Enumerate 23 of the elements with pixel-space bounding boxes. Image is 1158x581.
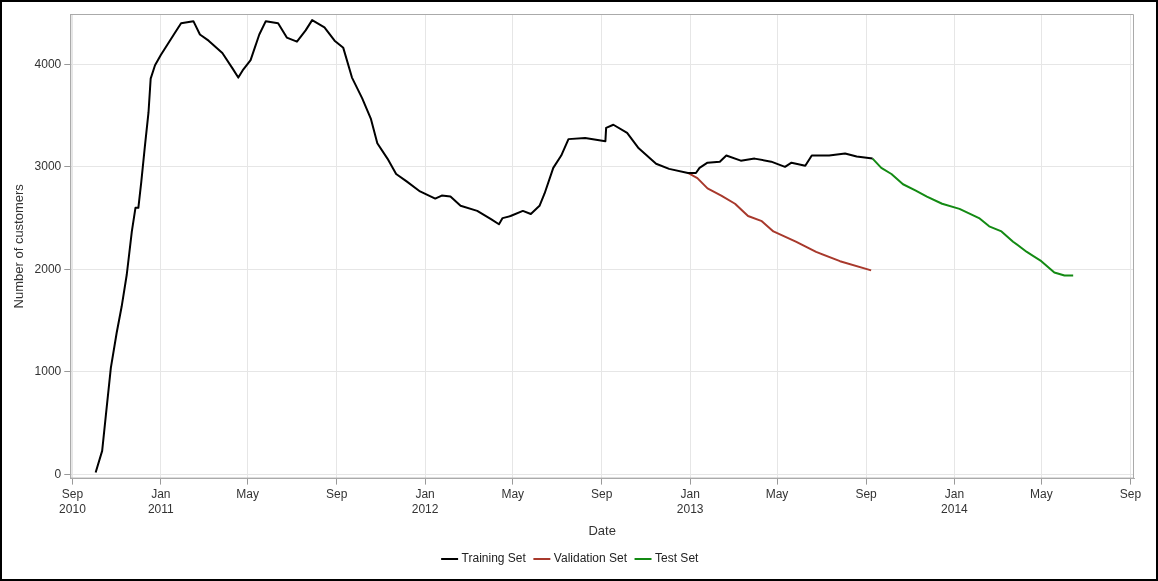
- legend-label: Test Set: [655, 551, 700, 566]
- x-tick-label: Jan 2012: [411, 487, 439, 516]
- x-tick-label: Sep: [326, 487, 348, 502]
- x-tick-label: May: [1029, 487, 1053, 502]
- y-axis-title: Number of customers: [11, 183, 27, 309]
- x-tick-label: Sep 2010: [59, 487, 87, 516]
- y-tick-label: 4000: [34, 56, 62, 71]
- y-tick-label: 2000: [34, 261, 62, 276]
- legend-label: Training Set: [461, 551, 527, 566]
- x-tick-label: Jan 2014: [941, 487, 969, 516]
- x-tick-label: May: [501, 487, 525, 502]
- y-tick-label: 3000: [34, 159, 62, 174]
- y-tick-label: 1000: [34, 364, 62, 379]
- x-tick-label: Sep: [1119, 487, 1142, 502]
- x-tick-label: May: [236, 487, 260, 502]
- x-tick-label: Sep: [855, 487, 878, 502]
- x-tick-label: May: [765, 487, 789, 502]
- x-axis-title: Date: [588, 522, 616, 538]
- x-tick-label: Sep: [591, 487, 613, 502]
- legend-label: Validation Set: [553, 551, 628, 566]
- y-tick-label: 0: [54, 466, 62, 481]
- x-tick-label: Jan 2013: [676, 487, 704, 516]
- x-tick-label: Jan 2011: [147, 487, 175, 516]
